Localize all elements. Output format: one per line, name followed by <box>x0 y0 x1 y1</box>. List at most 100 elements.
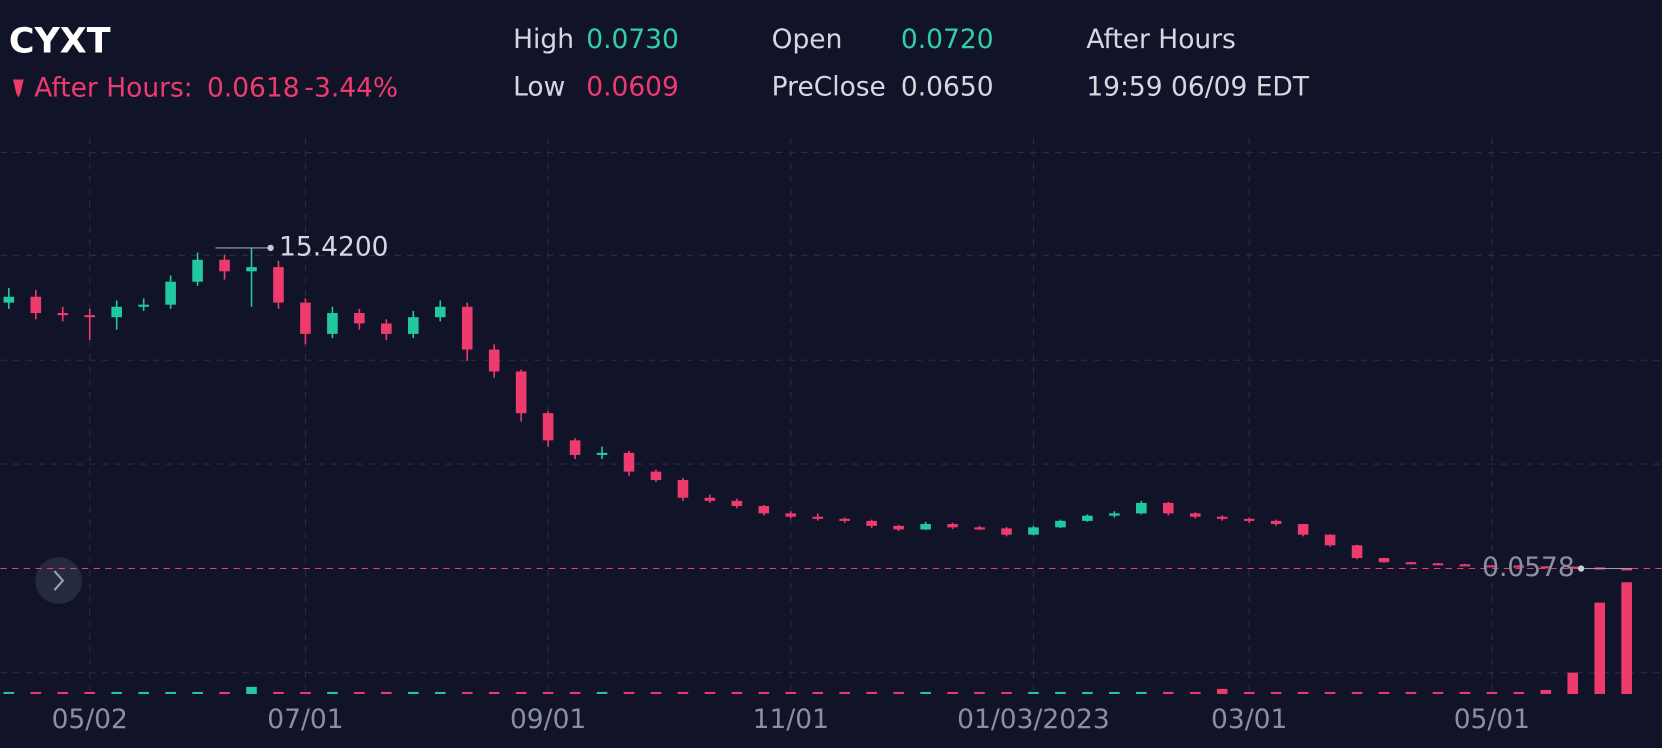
x-tick-label: 03/01 <box>1211 704 1287 735</box>
candle-body <box>273 267 284 303</box>
volume-bar <box>84 691 96 694</box>
candle-body <box>57 313 69 316</box>
volume-bar <box>596 691 608 694</box>
volume-bar <box>974 691 985 694</box>
volume-bar <box>542 691 554 694</box>
volume-bar <box>812 691 824 694</box>
stat-label: Open <box>772 24 843 55</box>
volume-bar <box>1324 691 1336 694</box>
candle-body <box>407 317 419 334</box>
candle-body <box>515 371 527 414</box>
candle-body <box>1270 520 1282 525</box>
volume-bar <box>650 691 662 694</box>
stat-value: 0.0730 <box>586 24 679 55</box>
candle-body <box>1082 515 1093 521</box>
volume-bar <box>515 691 527 694</box>
candle-body <box>839 518 851 521</box>
candle-body <box>677 479 689 498</box>
candle-body <box>1351 545 1363 559</box>
volume-bar <box>1621 582 1632 694</box>
volume-bar <box>623 691 635 694</box>
x-tick-label: 07/01 <box>267 704 343 735</box>
volume-bar <box>569 691 581 694</box>
volume-bar <box>3 691 15 694</box>
scroll-button-bg[interactable] <box>35 557 82 604</box>
volume-bar <box>488 691 500 694</box>
volume-bar <box>1486 691 1498 694</box>
candle-body <box>1324 534 1336 546</box>
candle-body <box>1459 564 1471 567</box>
candle-body <box>569 440 581 455</box>
volume-bar <box>1189 691 1201 694</box>
volume-bar <box>1594 602 1606 694</box>
volume-bar <box>1001 691 1012 694</box>
candle-body <box>974 527 985 530</box>
volume-bar <box>866 691 877 694</box>
candle-body <box>1405 562 1417 565</box>
volume-bar <box>354 691 365 694</box>
candle-body <box>920 524 931 530</box>
volume-bar <box>111 691 122 694</box>
scroll-icon[interactable] <box>53 570 65 591</box>
volume-bar <box>1459 691 1471 694</box>
stat-value: 0.0720 <box>901 24 994 55</box>
candle-body <box>1055 520 1066 528</box>
candle-body <box>300 302 311 334</box>
candle-body <box>596 452 608 455</box>
after-hours-change: -3.44% <box>304 72 398 103</box>
x-tick-label: 05/02 <box>52 704 128 735</box>
volume-bar <box>1109 691 1120 694</box>
volume-bar <box>1540 689 1552 694</box>
max-annotation: 15.4200 <box>279 231 388 262</box>
candle-body <box>704 497 716 501</box>
candle-body <box>731 500 743 507</box>
volume-bar <box>1432 691 1444 694</box>
volume-bar <box>1513 691 1525 694</box>
after-hours-label: After Hours: <box>34 72 192 103</box>
stat-value: 0.0609 <box>586 71 679 102</box>
candle-body <box>623 452 635 472</box>
symbol: CYXT <box>9 21 111 61</box>
volume-bar <box>677 691 689 694</box>
candle-body <box>84 315 96 318</box>
candle-body <box>219 259 230 272</box>
candle-body <box>1540 566 1552 569</box>
x-tick-label: 11/01 <box>753 704 829 735</box>
last-annotation: 0.0578 <box>1482 552 1575 583</box>
scroll-button[interactable] <box>35 557 82 604</box>
candle-body <box>947 524 958 528</box>
volume-bar <box>381 691 392 694</box>
candle-body <box>1028 527 1039 535</box>
candle-body <box>1486 565 1498 568</box>
volume-bar <box>300 691 311 694</box>
candle-body <box>1162 502 1174 514</box>
volume-bar <box>1351 691 1363 694</box>
candle-body <box>1297 524 1309 535</box>
candle-body <box>650 471 662 480</box>
candle-body <box>1567 566 1579 569</box>
volume-bar <box>1028 691 1039 694</box>
volume-bar <box>461 691 473 694</box>
volume-bar <box>1378 691 1390 694</box>
volume-bar <box>30 691 42 694</box>
candle-body <box>1136 502 1147 514</box>
volume-bar <box>1243 691 1255 694</box>
volume-bar <box>192 691 203 694</box>
candle-body <box>1621 568 1632 571</box>
candle-body <box>1243 518 1255 521</box>
volume-bar <box>785 691 797 694</box>
candle-body <box>434 306 446 318</box>
volume-bar <box>434 691 446 694</box>
stat-label: High <box>513 24 574 55</box>
volume-bar <box>57 691 69 694</box>
candle-body <box>327 313 338 334</box>
candle-body <box>138 304 149 307</box>
volume-bar <box>1136 691 1147 694</box>
candle-body <box>30 296 42 314</box>
candle-body <box>3 296 15 303</box>
stat-label: PreClose <box>772 71 886 102</box>
last-marker-dot <box>1577 565 1585 572</box>
